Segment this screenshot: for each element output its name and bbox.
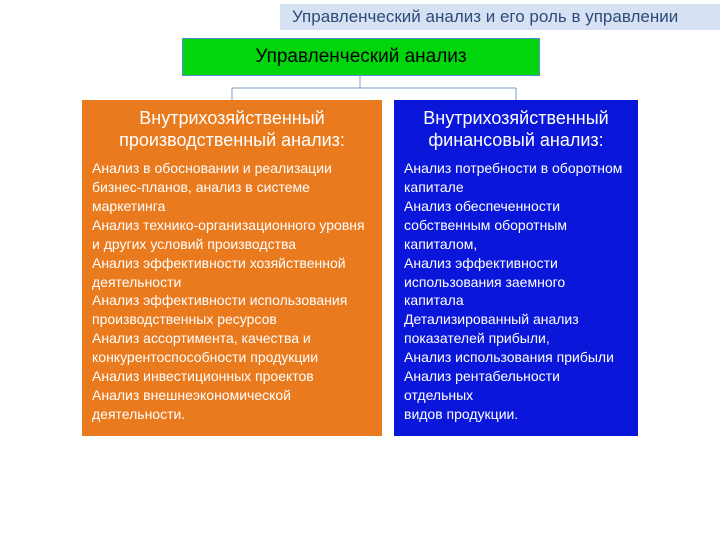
left-branch-body: Анализ в обосновании и реализации бизнес… [92,159,372,423]
right-branch-title: Внутрихозяйственный финансовый анализ: [404,108,628,151]
right-branch-body: Анализ потребности в оборотном капитале … [404,159,628,423]
right-branch: Внутрихозяйственный финансовый анализ: А… [394,100,638,436]
left-branch: Внутрихозяйственный производственный ана… [82,100,382,436]
root-node: Управленческий анализ [182,38,540,76]
slide: Управленческий анализ и его роль в управ… [0,0,720,540]
root-node-label: Управленческий анализ [255,46,466,68]
left-branch-title: Внутрихозяйственный производственный ана… [92,108,372,151]
slide-header: Управленческий анализ и его роль в управ… [280,4,720,30]
slide-header-text: Управленческий анализ и его роль в управ… [292,7,678,27]
branch-columns: Внутрихозяйственный производственный ана… [82,100,638,436]
